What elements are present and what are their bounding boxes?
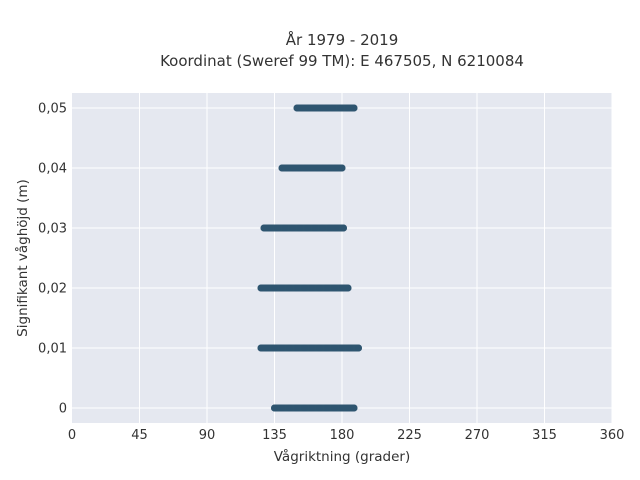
data-point	[289, 224, 296, 232]
data-point	[293, 104, 301, 112]
data-point	[266, 224, 274, 232]
data-point	[278, 344, 286, 352]
data-point	[296, 224, 304, 232]
data-point	[331, 344, 338, 352]
x-tick-label: 45	[131, 428, 148, 443]
data-point	[350, 404, 358, 412]
data-point	[319, 224, 326, 232]
data-point	[293, 344, 301, 352]
y-axis-ticks: 0 0,01 0,02 0,03 0,04 0,05	[38, 102, 67, 417]
x-tick-label: 225	[397, 428, 422, 443]
data-point	[304, 224, 311, 232]
data-point	[308, 344, 316, 352]
data-point	[331, 284, 338, 292]
data-point	[317, 104, 325, 112]
data-point	[323, 404, 331, 412]
chart-title-line2: Koordinat (Sweref 99 TM): E 467505, N 62…	[160, 52, 524, 70]
data-point	[329, 104, 337, 112]
data-point	[332, 224, 340, 232]
x-axis-label: Vågriktning (grader)	[274, 448, 411, 465]
y-tick-label: 0,02	[38, 282, 67, 297]
data-point	[344, 284, 352, 292]
y-axis-label: Signifikant våghöjd (m)	[14, 179, 31, 337]
data-point	[316, 284, 323, 292]
data-point	[344, 404, 352, 412]
data-point	[284, 164, 292, 172]
data-point	[286, 284, 293, 292]
data-point	[323, 284, 331, 292]
data-points	[257, 104, 362, 412]
data-point	[301, 344, 308, 352]
data-point	[314, 164, 322, 172]
data-point	[257, 284, 265, 292]
x-tick-label: 270	[465, 428, 490, 443]
data-point	[308, 284, 316, 292]
data-point	[326, 164, 334, 172]
data-point	[355, 344, 362, 352]
y-tick-label: 0	[59, 402, 67, 417]
data-point	[293, 404, 301, 412]
y-tick-label: 0,05	[38, 102, 67, 117]
data-point	[311, 224, 319, 232]
data-point	[316, 344, 323, 352]
data-point	[296, 164, 304, 172]
data-point	[299, 104, 307, 112]
chart-title-line1: År 1979 - 2019	[286, 30, 399, 49]
x-tick-label: 180	[330, 428, 355, 443]
data-point	[311, 104, 319, 112]
data-point	[301, 284, 308, 292]
data-point	[350, 104, 358, 112]
x-tick-label: 315	[532, 428, 557, 443]
data-point	[278, 164, 286, 172]
data-point	[308, 164, 316, 172]
data-point	[263, 284, 271, 292]
x-axis-ticks: 0 45 90 135 180 225 270 315 360	[68, 428, 625, 443]
data-point	[302, 164, 310, 172]
data-point	[274, 224, 281, 232]
data-point	[337, 104, 344, 112]
data-point	[338, 344, 346, 352]
data-point	[271, 404, 278, 412]
data-point	[301, 404, 308, 412]
x-tick-label: 90	[199, 428, 216, 443]
data-point	[316, 404, 323, 412]
y-tick-label: 0,04	[38, 162, 67, 177]
data-point	[290, 164, 298, 172]
data-point	[338, 404, 346, 412]
data-point	[338, 164, 346, 172]
data-point	[305, 104, 313, 112]
data-point	[320, 164, 328, 172]
data-point	[346, 344, 353, 352]
data-point	[278, 404, 286, 412]
x-tick-label: 360	[600, 428, 625, 443]
data-point	[286, 404, 293, 412]
data-point	[344, 104, 352, 112]
data-point	[340, 224, 347, 232]
data-point	[326, 224, 334, 232]
data-point	[257, 344, 265, 352]
y-tick-label: 0,03	[38, 222, 67, 237]
data-point	[323, 104, 331, 112]
data-point	[308, 404, 316, 412]
data-point	[263, 344, 271, 352]
data-point	[260, 224, 268, 232]
data-point	[286, 344, 293, 352]
data-point	[331, 404, 338, 412]
data-point	[281, 224, 289, 232]
data-point	[271, 344, 278, 352]
y-tick-label: 0,01	[38, 342, 67, 357]
data-point	[278, 284, 286, 292]
data-point	[323, 344, 331, 352]
x-tick-label: 135	[262, 428, 287, 443]
data-point	[338, 284, 346, 292]
x-tick-label: 0	[68, 428, 76, 443]
data-point	[293, 284, 301, 292]
data-point	[332, 164, 340, 172]
data-point	[271, 284, 278, 292]
